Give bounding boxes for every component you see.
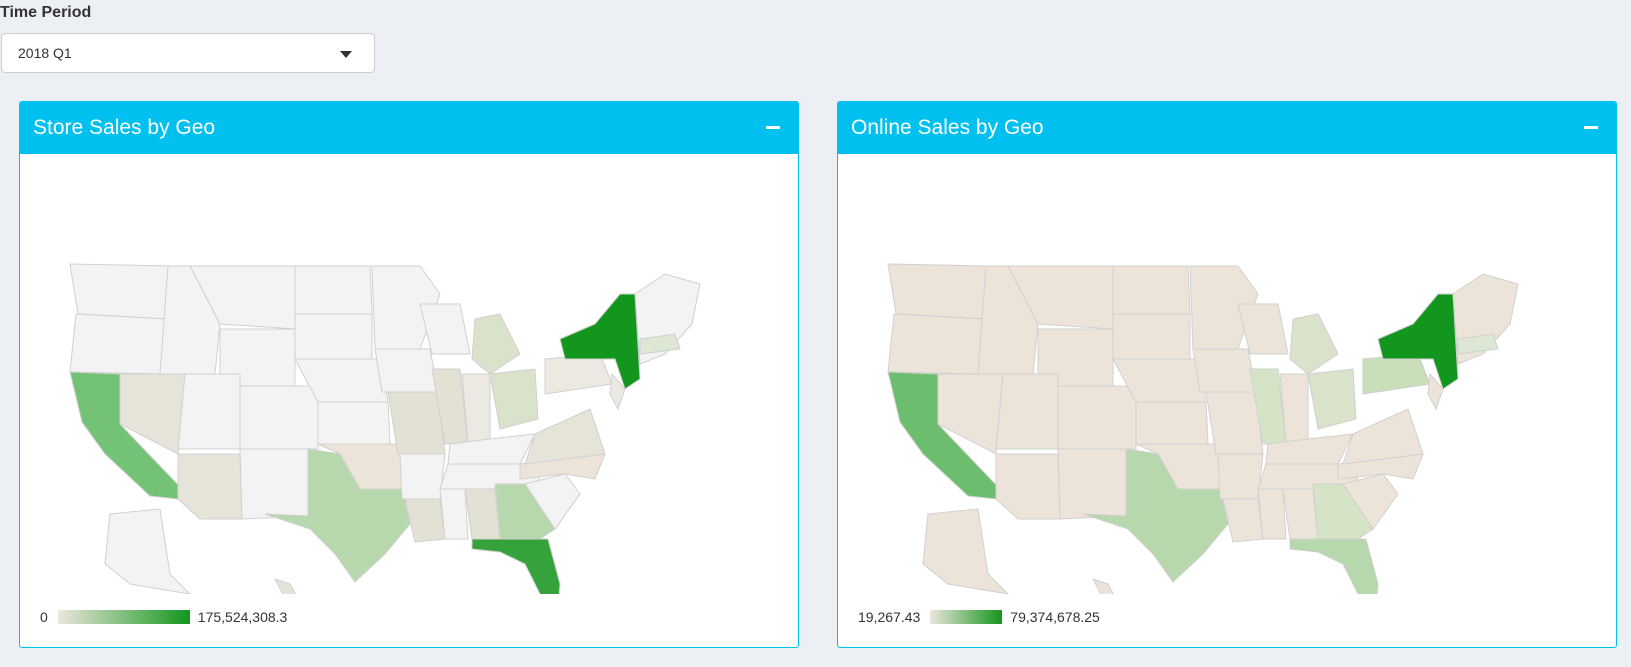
state-mississippi[interactable] — [439, 488, 469, 540]
state-idaho[interactable] — [159, 265, 221, 375]
state-hawaii[interactable] — [273, 578, 298, 594]
state-virginia[interactable] — [1342, 408, 1424, 465]
online-sales-map — [887, 263, 1519, 594]
filter-label: Time Period — [0, 4, 92, 21]
state-north-dakota[interactable] — [1112, 265, 1191, 315]
us-map — [69, 263, 701, 594]
state-arizona[interactable] — [995, 453, 1061, 520]
state-missouri[interactable] — [1205, 391, 1264, 455]
state-arizona[interactable] — [177, 453, 243, 520]
time-period-select[interactable]: 2018 Q1 — [1, 33, 375, 73]
state-colorado[interactable] — [239, 385, 319, 450]
state-georgia[interactable] — [1312, 483, 1374, 540]
state-south-carolina[interactable] — [1342, 473, 1399, 530]
state-utah[interactable] — [995, 373, 1059, 450]
state-kansas[interactable] — [317, 401, 391, 445]
state-washington[interactable] — [887, 263, 989, 320]
legend-max: 79,374,678.25 — [1010, 609, 1100, 625]
state-kansas[interactable] — [1135, 401, 1209, 445]
store-sales-map — [69, 263, 701, 594]
panel-header: Online Sales by Geo — [838, 102, 1616, 154]
state-new-mexico[interactable] — [239, 448, 309, 520]
state-colorado[interactable] — [1057, 385, 1137, 450]
state-alabama[interactable] — [1282, 488, 1319, 540]
panel-header: Store Sales by Geo — [20, 102, 798, 154]
state-kentucky[interactable] — [447, 433, 536, 465]
collapse-button[interactable] — [760, 114, 786, 140]
state-new-jersey[interactable] — [1427, 372, 1444, 411]
legend-min: 19,267.43 — [858, 609, 921, 625]
color-scale-legend: 19,267.43 79,374,678.25 — [858, 607, 1100, 627]
state-mississippi[interactable] — [1257, 488, 1287, 540]
state-ohio[interactable] — [489, 368, 539, 430]
state-massachusetts[interactable] — [639, 333, 681, 355]
state-alaska[interactable] — [104, 508, 191, 594]
state-south-carolina[interactable] — [524, 473, 581, 530]
legend-gradient-bar — [930, 610, 1003, 624]
state-michigan[interactable] — [1289, 313, 1339, 375]
state-wisconsin[interactable] — [1237, 303, 1289, 355]
state-missouri[interactable] — [387, 391, 446, 455]
minus-icon — [1584, 126, 1598, 129]
state-kentucky[interactable] — [1265, 433, 1354, 465]
state-wisconsin[interactable] — [419, 303, 471, 355]
state-virginia[interactable] — [524, 408, 606, 465]
state-oregon[interactable] — [69, 313, 169, 375]
state-new-jersey[interactable] — [609, 372, 626, 411]
state-idaho[interactable] — [977, 265, 1039, 375]
state-louisiana[interactable] — [1222, 498, 1264, 543]
state-iowa[interactable] — [374, 348, 439, 393]
us-map — [887, 263, 1519, 594]
legend-gradient-bar — [57, 610, 190, 624]
state-pennsylvania[interactable] — [1362, 353, 1431, 395]
state-georgia[interactable] — [494, 483, 556, 540]
state-arkansas[interactable] — [1217, 453, 1264, 500]
minus-icon — [766, 126, 780, 129]
state-florida[interactable] — [471, 538, 561, 594]
chevron-down-icon[interactable] — [340, 51, 352, 58]
store-sales-panel: Store Sales by Geo — [19, 101, 799, 648]
state-michigan[interactable] — [471, 313, 521, 375]
state-south-dakota[interactable] — [1112, 313, 1191, 360]
legend-min: 0 — [40, 609, 48, 625]
state-texas[interactable] — [1082, 448, 1229, 583]
state-alaska[interactable] — [922, 508, 1009, 594]
state-ohio[interactable] — [1307, 368, 1357, 430]
state-massachusetts[interactable] — [1457, 333, 1499, 355]
panel-title: Online Sales by Geo — [851, 116, 1044, 139]
collapse-button[interactable] — [1578, 114, 1604, 140]
time-period-select-value: 2018 Q1 — [18, 45, 72, 61]
state-alabama[interactable] — [464, 488, 501, 540]
state-oregon[interactable] — [887, 313, 987, 375]
state-texas[interactable] — [264, 448, 411, 583]
color-scale-legend: 0 175,524,308.3 — [40, 607, 287, 627]
state-new-mexico[interactable] — [1057, 448, 1127, 520]
state-louisiana[interactable] — [404, 498, 446, 543]
state-florida[interactable] — [1289, 538, 1379, 594]
state-north-dakota[interactable] — [294, 265, 373, 315]
state-new-york[interactable] — [559, 293, 641, 390]
online-sales-panel: Online Sales by Geo — [837, 101, 1617, 648]
state-utah[interactable] — [177, 373, 241, 450]
state-washington[interactable] — [69, 263, 171, 320]
state-pennsylvania[interactable] — [544, 353, 613, 395]
state-hawaii[interactable] — [1091, 578, 1116, 594]
state-iowa[interactable] — [1192, 348, 1257, 393]
state-south-dakota[interactable] — [294, 313, 373, 360]
state-new-york[interactable] — [1377, 293, 1459, 390]
legend-max: 175,524,308.3 — [197, 609, 288, 625]
state-arkansas[interactable] — [399, 453, 446, 500]
panel-title: Store Sales by Geo — [33, 116, 216, 139]
